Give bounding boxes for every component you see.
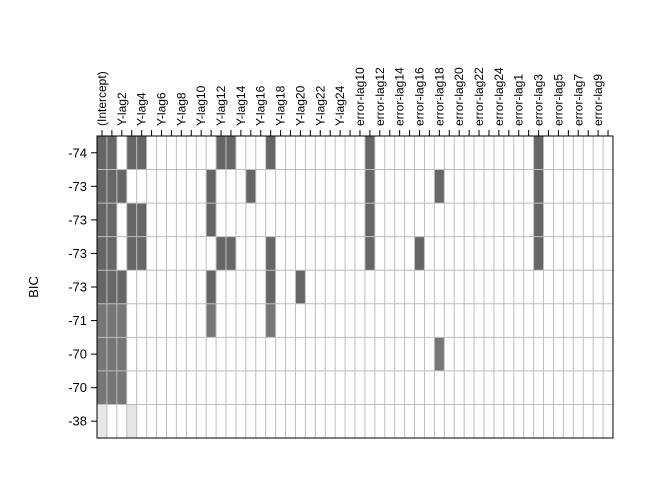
- cell-row-1-col-1: [106, 169, 117, 204]
- column-label: Y-lag4: [135, 92, 149, 126]
- cell-row-3-col-3: [126, 236, 137, 271]
- column-label: Y-lag14: [234, 85, 248, 126]
- cell-row-3-col-4: [136, 236, 147, 271]
- cell-row-1-col-27: [364, 169, 375, 204]
- column-label: error-lag12: [373, 67, 387, 126]
- cell-row-2-col-3: [126, 203, 137, 237]
- cell-row-3-col-13: [226, 236, 236, 271]
- cell-row-0-col-17: [265, 136, 276, 170]
- cell-row-5-col-0: [97, 303, 107, 338]
- column-label: error-lag16: [413, 67, 427, 126]
- cell-row-8-col-0: [97, 404, 107, 438]
- cell-row-3-col-32: [414, 236, 425, 271]
- cell-row-4-col-20: [295, 270, 306, 304]
- column-label: Y-lag22: [313, 85, 327, 126]
- row-label-bic: -71: [68, 313, 87, 328]
- cell-row-0-col-12: [216, 136, 226, 170]
- column-label: Y-lag10: [194, 85, 208, 126]
- cell-row-6-col-2: [116, 337, 127, 371]
- cell-row-4-col-1: [106, 270, 117, 304]
- cell-row-1-col-2: [116, 169, 127, 204]
- cell-row-2-col-44: [533, 203, 544, 237]
- grid-lines: [97, 136, 613, 438]
- column-label: Y-lag2: [115, 92, 129, 126]
- column-label: Y-lag12: [214, 85, 228, 126]
- column-label: Y-lag20: [293, 85, 307, 126]
- cell-row-3-col-27: [364, 236, 375, 271]
- cell-row-3-col-44: [533, 236, 544, 271]
- row-label-bic: -70: [68, 380, 87, 395]
- cell-row-6-col-0: [97, 337, 107, 371]
- column-label: error-lag24: [492, 67, 506, 126]
- row-labels: -74 -73 -73 -73 -73 -71 -70 -70 -38: [68, 145, 97, 429]
- column-label: error-lag3: [532, 74, 546, 126]
- column-label: error-lag18: [432, 67, 446, 126]
- cell-row-6-col-34: [434, 337, 445, 371]
- cell-row-3-col-1: [106, 236, 117, 271]
- cell-row-3-col-12: [216, 236, 226, 271]
- cell-row-6-col-1: [106, 337, 117, 371]
- column-label: error-lag10: [353, 67, 367, 126]
- cell-row-8-col-3: [126, 404, 137, 438]
- column-label: error-lag5: [551, 74, 565, 126]
- column-label: Y-lag16: [254, 85, 268, 126]
- column-label: Y-lag8: [174, 92, 188, 126]
- column-label: Y-lag18: [274, 85, 288, 126]
- cell-row-7-col-2: [116, 370, 127, 405]
- cell-row-3-col-17: [265, 236, 276, 271]
- cell-row-2-col-27: [364, 203, 375, 237]
- cell-row-4-col-2: [116, 270, 127, 304]
- row-label-bic: -73: [68, 212, 87, 227]
- column-label: Y-lag6: [155, 92, 169, 126]
- cell-row-5-col-2: [116, 303, 127, 338]
- cell-row-2-col-0: [97, 203, 107, 237]
- cell-row-5-col-11: [206, 303, 217, 338]
- cell-row-0-col-44: [533, 136, 544, 170]
- cell-row-0-col-4: [136, 136, 147, 170]
- row-label-bic: -74: [68, 145, 87, 160]
- cell-row-0-col-27: [364, 136, 375, 170]
- row-label-bic: -38: [68, 414, 87, 429]
- column-label: Y-lag24: [333, 85, 347, 126]
- cell-row-4-col-17: [265, 270, 276, 304]
- cell-row-5-col-1: [106, 303, 117, 338]
- cell-row-0-col-1: [106, 136, 117, 170]
- cell-row-7-col-1: [106, 370, 117, 405]
- cell-row-0-col-3: [126, 136, 137, 170]
- cell-row-1-col-15: [245, 169, 256, 204]
- cell-row-4-col-11: [206, 270, 217, 304]
- row-label-bic: -73: [68, 246, 87, 261]
- column-label: error-lag20: [452, 67, 466, 126]
- column-label: error-lag9: [591, 74, 605, 126]
- column-labels: (Intercept) Y-lag2 Y-lag4 Y-lag6 Y-lag8 Y-lag…: [95, 67, 609, 136]
- column-label: error-lag22: [472, 67, 486, 126]
- row-label-bic: -73: [68, 280, 87, 295]
- column-label: error-lag14: [393, 67, 407, 126]
- row-label-bic: -73: [68, 179, 87, 194]
- cell-row-1-col-34: [434, 169, 445, 204]
- cell-row-1-col-11: [206, 169, 217, 204]
- cell-row-7-col-0: [97, 370, 107, 405]
- column-label: error-lag7: [571, 74, 585, 126]
- cell-row-2-col-4: [136, 203, 147, 237]
- cell-row-2-col-11: [206, 203, 217, 237]
- cell-row-4-col-0: [97, 270, 107, 304]
- cell-row-5-col-17: [265, 303, 276, 338]
- cell-row-0-col-13: [226, 136, 236, 170]
- cell-row-0-col-0: [97, 136, 107, 170]
- column-label: (Intercept): [95, 71, 109, 126]
- cell-row-1-col-44: [533, 169, 544, 204]
- cell-layer: [97, 136, 544, 438]
- cell-row-2-col-1: [106, 203, 117, 237]
- cell-row-3-col-0: [97, 236, 107, 271]
- column-label: error-lag1: [512, 74, 526, 126]
- cell-row-1-col-0: [97, 169, 107, 204]
- y-axis-label: BIC: [26, 276, 41, 298]
- row-label-bic: -70: [68, 347, 87, 362]
